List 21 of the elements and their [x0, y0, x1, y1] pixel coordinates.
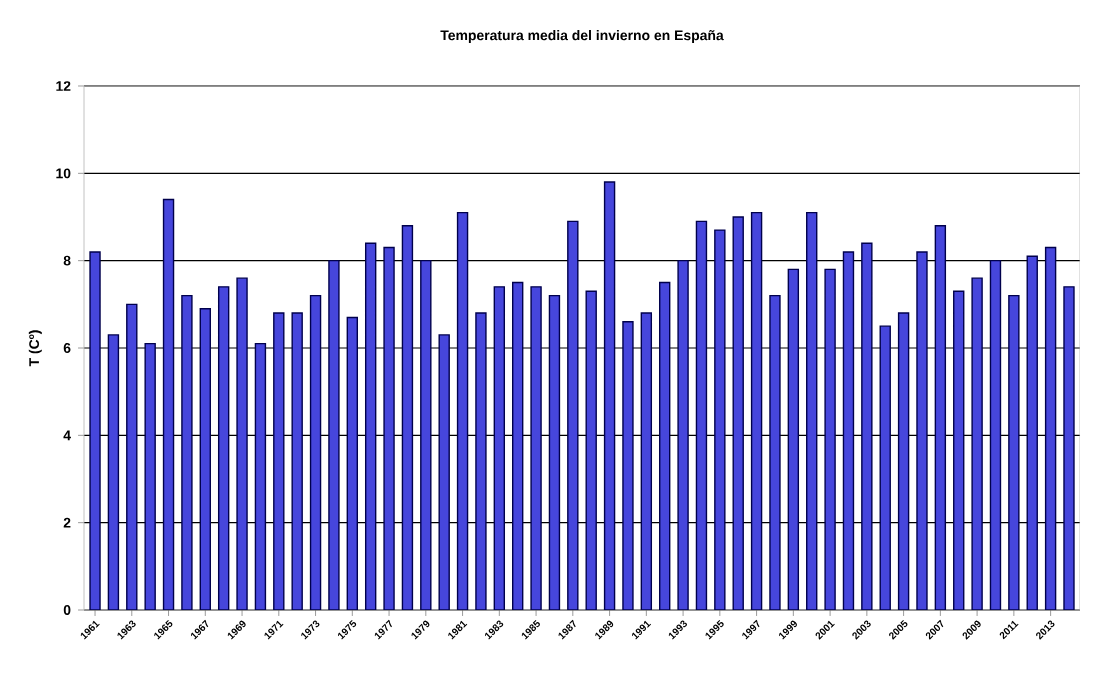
bar: [732, 216, 744, 610]
bar: [254, 342, 267, 610]
bar: [456, 211, 469, 610]
bar: [364, 242, 377, 610]
bar: [401, 225, 414, 610]
bar: [934, 225, 947, 610]
bar: [787, 268, 800, 610]
bar: [750, 211, 763, 610]
bar: [548, 294, 561, 610]
bar: [659, 281, 671, 610]
bar: [162, 198, 175, 610]
bar: [603, 181, 616, 610]
bar: [806, 211, 818, 610]
bar: [989, 259, 1002, 610]
bar: [199, 308, 211, 610]
bar: [512, 281, 524, 610]
bar: [1026, 255, 1038, 610]
bar: [346, 316, 359, 610]
bar: [309, 294, 322, 610]
bar: [695, 220, 708, 610]
bar: [1044, 246, 1057, 610]
